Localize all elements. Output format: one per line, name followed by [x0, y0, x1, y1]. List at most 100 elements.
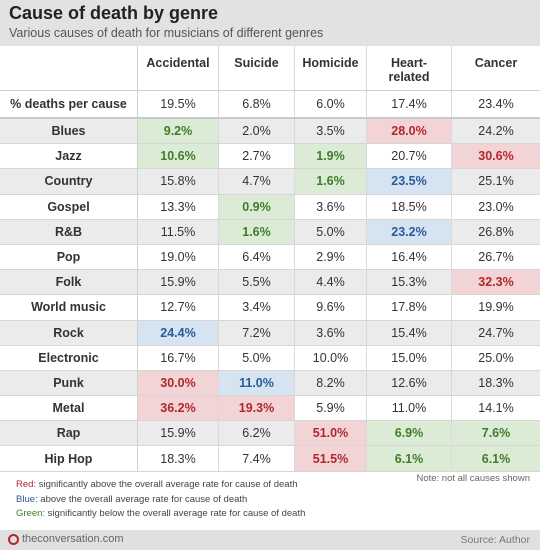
legend-item: Red: significantly above the overall ave…: [16, 478, 305, 493]
value-cell: 6.1%: [452, 446, 540, 471]
genre-label: Jazz: [0, 144, 138, 169]
value-cell: 9.6%: [295, 295, 367, 320]
table-row: Hip Hop 18.3% 7.4% 51.5% 6.1% 6.1%: [0, 446, 540, 472]
value-cell: 14.1%: [478, 401, 514, 416]
value-cell: 9.2%: [138, 119, 219, 144]
value-cell: 2.7%: [219, 144, 295, 169]
chart-subtitle: Various causes of death for musicians of…: [9, 26, 324, 40]
average-label: % deaths per cause: [0, 91, 138, 117]
table-row: Punk 30.0% 11.0% 8.2% 12.6% 18.3%: [0, 370, 540, 397]
genre-label: Country: [0, 169, 138, 194]
value-cell: 24.7%: [478, 325, 514, 340]
genre-label: Blues: [0, 119, 138, 144]
average-value: 23.4%: [478, 97, 514, 111]
brand-name: theconversation.com: [22, 533, 124, 545]
value-cell: 15.0%: [367, 345, 452, 370]
value-cell: 19.0%: [138, 244, 219, 270]
genre-label: Electronic: [0, 345, 138, 370]
value-cell: 23.0%: [478, 199, 514, 214]
value-cell: 3.4%: [219, 295, 295, 320]
chart-title: Cause of death by genre: [9, 3, 219, 23]
value-cell: 20.7%: [367, 144, 452, 169]
value-cell: 12.7%: [138, 295, 219, 320]
table-row: Electronic 16.7% 5.0% 10.0% 15.0% 25.0%: [0, 345, 540, 371]
brand[interactable]: theconversation.com: [8, 533, 124, 545]
table-row: Country 15.8% 4.7% 1.6% 23.5% 25.1%: [0, 169, 540, 195]
value-cell: 11.0%: [367, 396, 452, 421]
value-cell: 23.5%: [367, 169, 452, 194]
legend-text: significantly above the overall average …: [36, 479, 298, 490]
table-row: Folk 15.9% 5.5% 4.4% 15.3% 32.3%: [0, 270, 540, 296]
value-cell: 7.6%: [452, 421, 540, 446]
value-cell: 16.7%: [138, 345, 219, 370]
value-cell: 15.4%: [367, 320, 452, 345]
value-cell: 26.8%: [478, 224, 514, 239]
value-cell: 23.2%: [367, 219, 452, 244]
value-cell: 25.0%: [478, 350, 514, 365]
value-cell: 3.5%: [295, 119, 367, 144]
value-cell: 3.6%: [295, 320, 367, 345]
value-cell: 7.2%: [219, 320, 295, 345]
value-cell: 6.4%: [219, 244, 295, 270]
header: Cause of death by genre Various causes o…: [0, 0, 540, 46]
value-cell: 5.5%: [219, 270, 295, 295]
genre-label: Folk: [0, 270, 138, 295]
table-row: Rap 15.9% 6.2% 51.0% 6.9% 7.6%: [0, 421, 540, 447]
table-row: Jazz 10.6% 2.7% 1.9% 20.7% 30.6%: [0, 144, 540, 170]
genre-label: World music: [0, 295, 138, 320]
genre-label: Hip Hop: [0, 446, 138, 471]
value-cell: 5.9%: [295, 396, 367, 421]
genre-label: Punk: [0, 370, 138, 396]
value-cell: 1.6%: [219, 219, 295, 244]
legend: Red: significantly above the overall ave…: [16, 478, 305, 522]
value-cell: 2.0%: [219, 119, 295, 144]
footer: theconversation.com Source: Author: [0, 530, 540, 550]
value-cell: 26.7%: [478, 250, 514, 265]
value-cell: 24.2%: [478, 124, 514, 139]
legend-text: above the overall average rate for cause…: [37, 493, 248, 505]
conversation-logo-icon: [8, 533, 19, 545]
legend-item: Blue: above the overall average rate for…: [16, 493, 305, 508]
average-value: 19.5%: [138, 91, 219, 117]
legend-key: Green:: [16, 508, 46, 519]
table-row: R&B 11.5% 1.6% 5.0% 23.2% 26.8%: [0, 219, 540, 245]
value-cell: 12.6%: [367, 370, 452, 396]
table-row: Gospel 13.3% 0.9% 3.6% 18.5% 23.0%: [0, 194, 540, 220]
data-table: Accidental Suicide Homicide Heart-related Ca…: [0, 46, 540, 472]
value-cell: 6.2%: [219, 421, 295, 446]
value-cell: 11.0%: [219, 370, 295, 396]
average-value: 6.0%: [295, 91, 367, 117]
value-cell: 1.9%: [295, 144, 367, 169]
value-cell: 24.4%: [138, 320, 219, 345]
value-cell: 17.8%: [367, 295, 452, 320]
value-cell: 11.5%: [138, 219, 219, 244]
column-header: Cancer: [474, 56, 518, 70]
value-cell: 5.0%: [295, 219, 367, 244]
column-header: Homicide: [295, 46, 367, 90]
value-cell: 2.9%: [295, 244, 367, 270]
value-cell: 25.1%: [478, 174, 514, 189]
genre-label: Rock: [0, 320, 138, 345]
legend-key: Red:: [16, 479, 37, 490]
value-cell: 15.8%: [138, 169, 219, 194]
average-value: 17.4%: [367, 91, 452, 117]
value-cell: 30.0%: [138, 370, 219, 396]
table-row: Metal 36.2% 19.3% 5.9% 11.0% 14.1%: [0, 396, 540, 422]
value-cell: 3.6%: [295, 194, 367, 219]
average-value: 6.8%: [219, 91, 295, 117]
average-row: % deaths per cause 19.5% 6.8% 6.0% 17.4% 23.4…: [0, 91, 540, 119]
value-cell: 7.4%: [219, 446, 295, 471]
column-header: Accidental: [138, 46, 219, 90]
value-cell: 18.5%: [367, 194, 452, 219]
value-cell: 30.6%: [452, 144, 540, 169]
value-cell: 6.9%: [367, 421, 452, 446]
value-cell: 15.9%: [138, 270, 219, 295]
value-cell: 10.0%: [295, 345, 367, 370]
legend-key: Blue:: [16, 493, 38, 505]
value-cell: 18.3%: [138, 446, 219, 471]
table-row: Pop 19.0% 6.4% 2.9% 16.4% 26.7%: [0, 244, 540, 271]
genre-label: Metal: [0, 396, 138, 421]
column-header: Suicide: [219, 46, 295, 90]
value-cell: 28.0%: [367, 119, 452, 144]
table-row: World music 12.7% 3.4% 9.6% 17.8% 19.9%: [0, 295, 540, 321]
